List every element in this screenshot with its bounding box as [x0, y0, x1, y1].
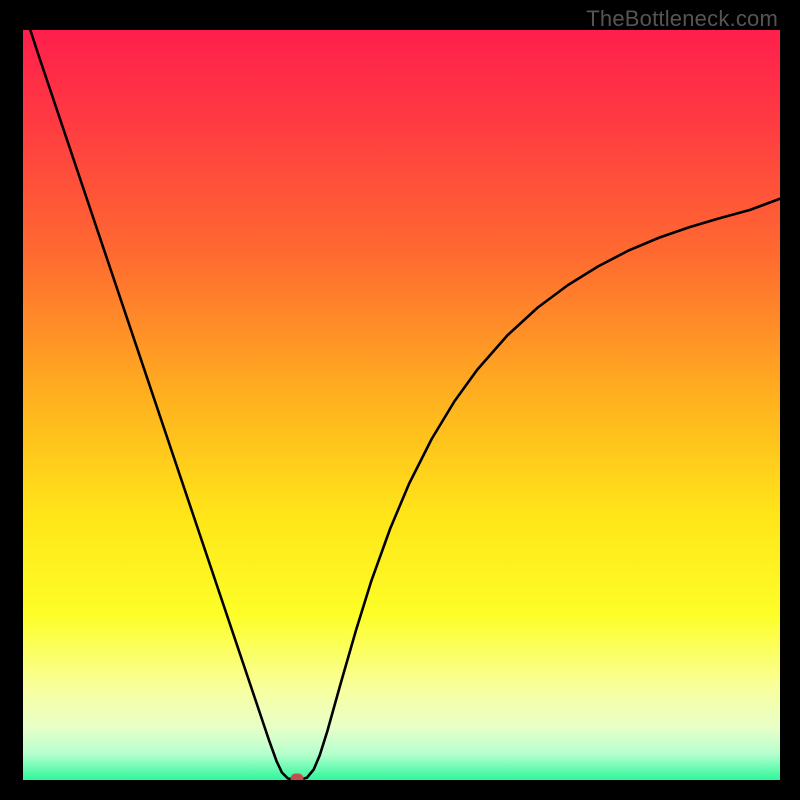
figure-root: TheBottleneck.com	[0, 0, 800, 800]
watermark-text: TheBottleneck.com	[586, 6, 778, 32]
bottleneck-chart	[0, 0, 800, 800]
plot-background	[23, 30, 780, 780]
